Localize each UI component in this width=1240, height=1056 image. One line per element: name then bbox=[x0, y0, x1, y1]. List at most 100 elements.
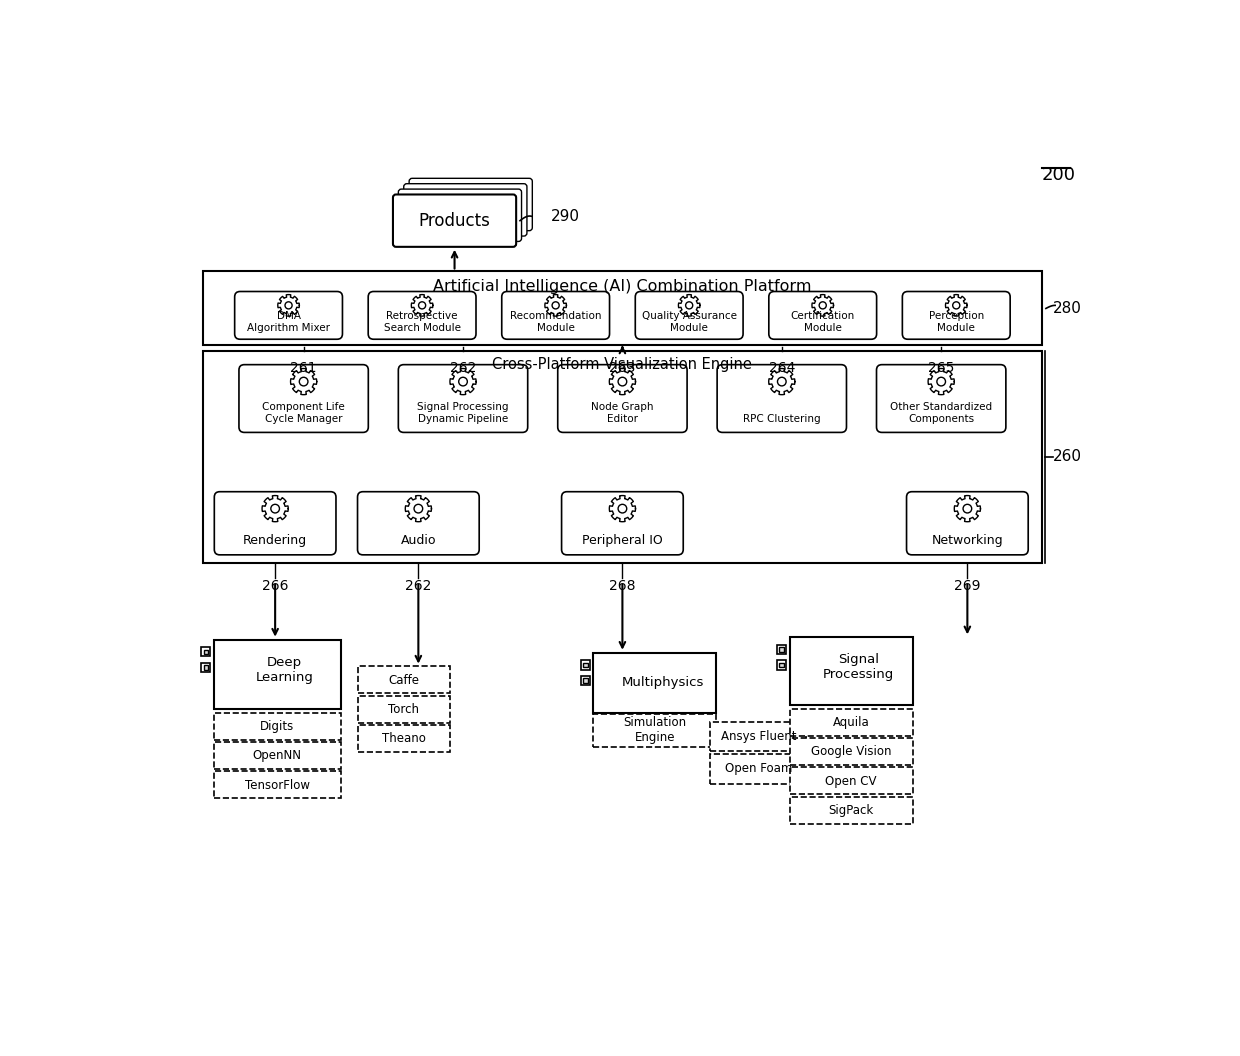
Bar bbox=[580, 660, 590, 670]
Circle shape bbox=[414, 505, 423, 513]
Bar bbox=[777, 645, 786, 654]
Text: 265: 265 bbox=[928, 361, 955, 375]
Bar bbox=[790, 768, 913, 794]
Text: Node Graph
Editor: Node Graph Editor bbox=[591, 402, 653, 423]
Text: Digits: Digits bbox=[260, 720, 294, 733]
Text: RPC Clustering: RPC Clustering bbox=[743, 414, 821, 423]
FancyBboxPatch shape bbox=[368, 291, 476, 339]
Circle shape bbox=[820, 302, 826, 309]
Bar bbox=[583, 678, 588, 682]
Text: Peripheral IO: Peripheral IO bbox=[582, 534, 663, 547]
Text: 200: 200 bbox=[1042, 166, 1076, 184]
Text: Deep
Learning: Deep Learning bbox=[255, 657, 314, 684]
Text: Multiphysics: Multiphysics bbox=[621, 676, 703, 690]
Polygon shape bbox=[812, 295, 833, 316]
Text: 280: 280 bbox=[1053, 301, 1081, 316]
Bar bbox=[593, 714, 717, 747]
FancyBboxPatch shape bbox=[635, 291, 743, 339]
Bar bbox=[213, 640, 341, 709]
Text: Certification
Module: Certification Module bbox=[791, 312, 854, 333]
Text: Caffe: Caffe bbox=[388, 674, 419, 686]
Text: Torch: Torch bbox=[388, 703, 419, 716]
Bar bbox=[213, 742, 341, 769]
Bar bbox=[203, 351, 1042, 563]
FancyBboxPatch shape bbox=[398, 189, 522, 242]
Bar bbox=[201, 663, 211, 672]
Bar bbox=[201, 647, 211, 657]
Text: 268: 268 bbox=[609, 580, 636, 593]
Circle shape bbox=[270, 505, 279, 513]
Circle shape bbox=[285, 302, 293, 309]
Polygon shape bbox=[290, 369, 316, 395]
Bar bbox=[203, 665, 208, 670]
FancyBboxPatch shape bbox=[502, 291, 610, 339]
Circle shape bbox=[686, 302, 693, 309]
Text: Products: Products bbox=[419, 211, 491, 229]
Text: DMA
Algorithm Mixer: DMA Algorithm Mixer bbox=[247, 312, 330, 333]
FancyBboxPatch shape bbox=[357, 492, 479, 554]
Text: 260: 260 bbox=[1053, 449, 1081, 465]
Polygon shape bbox=[928, 369, 955, 395]
Bar bbox=[777, 660, 786, 670]
Polygon shape bbox=[412, 295, 433, 316]
Circle shape bbox=[552, 302, 559, 309]
Circle shape bbox=[419, 302, 425, 309]
Text: SigPack: SigPack bbox=[828, 804, 874, 817]
Bar bbox=[790, 738, 913, 765]
Bar bbox=[203, 271, 1042, 345]
Bar bbox=[780, 663, 784, 667]
Bar bbox=[780, 647, 784, 652]
Text: Component Life
Cycle Manager: Component Life Cycle Manager bbox=[262, 402, 345, 423]
Text: Retrospective
Search Module: Retrospective Search Module bbox=[383, 312, 460, 333]
Text: TensorFlow: TensorFlow bbox=[244, 778, 310, 792]
Bar bbox=[583, 663, 588, 667]
Bar bbox=[790, 637, 913, 705]
Circle shape bbox=[618, 377, 626, 385]
Bar bbox=[711, 754, 806, 784]
Circle shape bbox=[963, 505, 972, 513]
Polygon shape bbox=[769, 369, 795, 395]
Polygon shape bbox=[450, 369, 476, 395]
Text: Theano: Theano bbox=[382, 733, 425, 746]
Text: Open Foam: Open Foam bbox=[724, 762, 792, 775]
Text: Quality Assurance
Module: Quality Assurance Module bbox=[641, 312, 737, 333]
Polygon shape bbox=[609, 369, 635, 395]
Polygon shape bbox=[278, 295, 299, 316]
Text: Google Vision: Google Vision bbox=[811, 746, 892, 758]
Text: 262: 262 bbox=[450, 361, 476, 375]
Text: Rendering: Rendering bbox=[243, 534, 308, 547]
Polygon shape bbox=[544, 295, 567, 316]
Bar bbox=[790, 709, 913, 736]
FancyBboxPatch shape bbox=[393, 194, 516, 247]
Text: Artificial Intelligence (AI) Combination Platform: Artificial Intelligence (AI) Combination… bbox=[433, 279, 812, 295]
Text: Ansys Fluent: Ansys Fluent bbox=[720, 730, 796, 743]
Circle shape bbox=[952, 302, 960, 309]
Circle shape bbox=[777, 377, 786, 385]
Polygon shape bbox=[262, 495, 288, 522]
FancyBboxPatch shape bbox=[877, 364, 1006, 432]
Polygon shape bbox=[678, 295, 699, 316]
Text: Recommendation
Module: Recommendation Module bbox=[510, 312, 601, 333]
Polygon shape bbox=[405, 495, 432, 522]
Text: Aquila: Aquila bbox=[833, 716, 869, 730]
Text: Other Standardized
Components: Other Standardized Components bbox=[890, 402, 992, 423]
Bar bbox=[790, 796, 913, 824]
Bar bbox=[580, 676, 590, 685]
Text: 266: 266 bbox=[262, 580, 289, 593]
FancyBboxPatch shape bbox=[558, 364, 687, 432]
FancyBboxPatch shape bbox=[398, 364, 528, 432]
Text: 261: 261 bbox=[290, 361, 317, 375]
Polygon shape bbox=[609, 495, 635, 522]
FancyBboxPatch shape bbox=[717, 364, 847, 432]
Text: Perception
Module: Perception Module bbox=[929, 312, 983, 333]
Circle shape bbox=[459, 377, 467, 385]
Bar bbox=[213, 713, 341, 739]
Polygon shape bbox=[955, 495, 981, 522]
Bar bbox=[357, 666, 450, 694]
Text: 290: 290 bbox=[551, 208, 580, 224]
Bar bbox=[711, 722, 806, 751]
Text: Signal Processing
Dynamic Pipeline: Signal Processing Dynamic Pipeline bbox=[418, 402, 508, 423]
FancyBboxPatch shape bbox=[903, 291, 1011, 339]
FancyBboxPatch shape bbox=[239, 364, 368, 432]
Circle shape bbox=[299, 377, 308, 385]
